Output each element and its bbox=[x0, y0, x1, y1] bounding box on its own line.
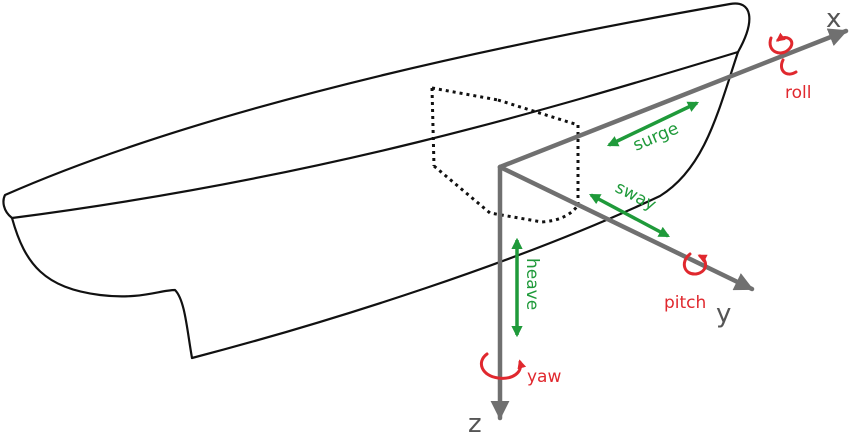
x-axis-label: x bbox=[826, 4, 841, 34]
ship-hull bbox=[2, 2, 751, 360]
rotation-arrows bbox=[479, 32, 798, 380]
section-front-vertical bbox=[430, 87, 436, 167]
surge-arrow bbox=[606, 101, 700, 147]
x-axis bbox=[497, 28, 849, 170]
roll-rotation-tail bbox=[780, 58, 798, 76]
pitch-label: pitch bbox=[664, 293, 706, 313]
z-axis-label: z bbox=[468, 409, 482, 437]
yaw-label: yaw bbox=[527, 367, 561, 387]
section-front-top-edge bbox=[431, 86, 499, 102]
roll-rotation-icon bbox=[768, 32, 794, 55]
pitch-rotation-icon bbox=[682, 252, 708, 276]
roll-label: roll bbox=[785, 83, 811, 103]
hull-side-outline bbox=[10, 50, 740, 360]
section-keel-curve bbox=[433, 164, 580, 224]
midship-section bbox=[430, 86, 580, 224]
y-axis-label: y bbox=[716, 299, 731, 329]
translation-arrows bbox=[511, 101, 700, 338]
yaw-rotation-icon bbox=[479, 352, 527, 380]
heave-label: heave bbox=[522, 258, 542, 310]
sway-arrow bbox=[589, 193, 670, 238]
